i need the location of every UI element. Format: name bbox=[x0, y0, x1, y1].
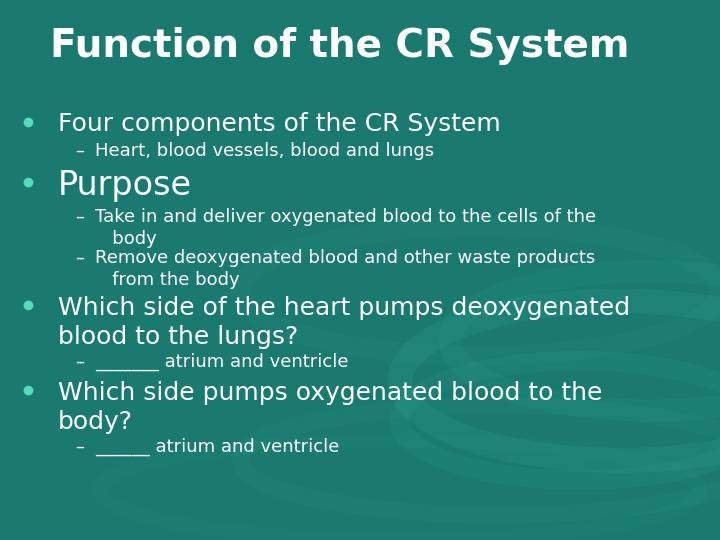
Text: –: – bbox=[75, 141, 84, 159]
Text: –: – bbox=[75, 208, 84, 226]
Text: Which side pumps oxygenated blood to the
body?: Which side pumps oxygenated blood to the… bbox=[58, 381, 603, 434]
Text: –: – bbox=[75, 353, 84, 371]
Text: Take in and deliver oxygenated blood to the cells of the
   body: Take in and deliver oxygenated blood to … bbox=[95, 208, 596, 248]
Text: ______ atrium and ventricle: ______ atrium and ventricle bbox=[95, 438, 339, 456]
Text: –: – bbox=[75, 438, 84, 456]
Text: Purpose: Purpose bbox=[58, 169, 192, 202]
Text: –: – bbox=[75, 249, 84, 267]
Text: _______ atrium and ventricle: _______ atrium and ventricle bbox=[95, 353, 348, 372]
Text: Heart, blood vessels, blood and lungs: Heart, blood vessels, blood and lungs bbox=[95, 141, 434, 159]
Text: Which side of the heart pumps deoxygenated
blood to the lungs?: Which side of the heart pumps deoxygenat… bbox=[58, 295, 630, 349]
Text: Function of the CR System: Function of the CR System bbox=[50, 27, 630, 65]
Text: Remove deoxygenated blood and other waste products
   from the body: Remove deoxygenated blood and other wast… bbox=[95, 249, 595, 289]
Text: Four components of the CR System: Four components of the CR System bbox=[58, 112, 500, 136]
